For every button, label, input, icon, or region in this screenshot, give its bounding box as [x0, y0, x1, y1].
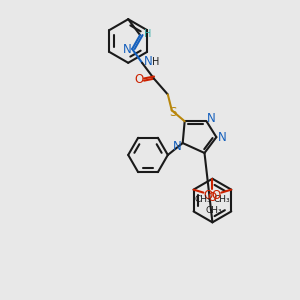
Text: N: N	[207, 112, 216, 125]
Text: N: N	[173, 140, 182, 152]
Text: H: H	[144, 29, 152, 39]
Text: CH₃: CH₃	[205, 206, 222, 215]
Text: S: S	[169, 106, 176, 119]
Text: CH₃: CH₃	[214, 195, 231, 204]
Text: CH₃: CH₃	[194, 195, 211, 204]
Text: N: N	[123, 44, 132, 56]
Text: N: N	[218, 130, 227, 144]
Text: H: H	[152, 57, 160, 67]
Text: O: O	[208, 191, 217, 204]
Text: O: O	[204, 189, 213, 202]
Text: O: O	[212, 189, 221, 202]
Text: N: N	[144, 55, 152, 68]
Text: O: O	[134, 73, 144, 86]
